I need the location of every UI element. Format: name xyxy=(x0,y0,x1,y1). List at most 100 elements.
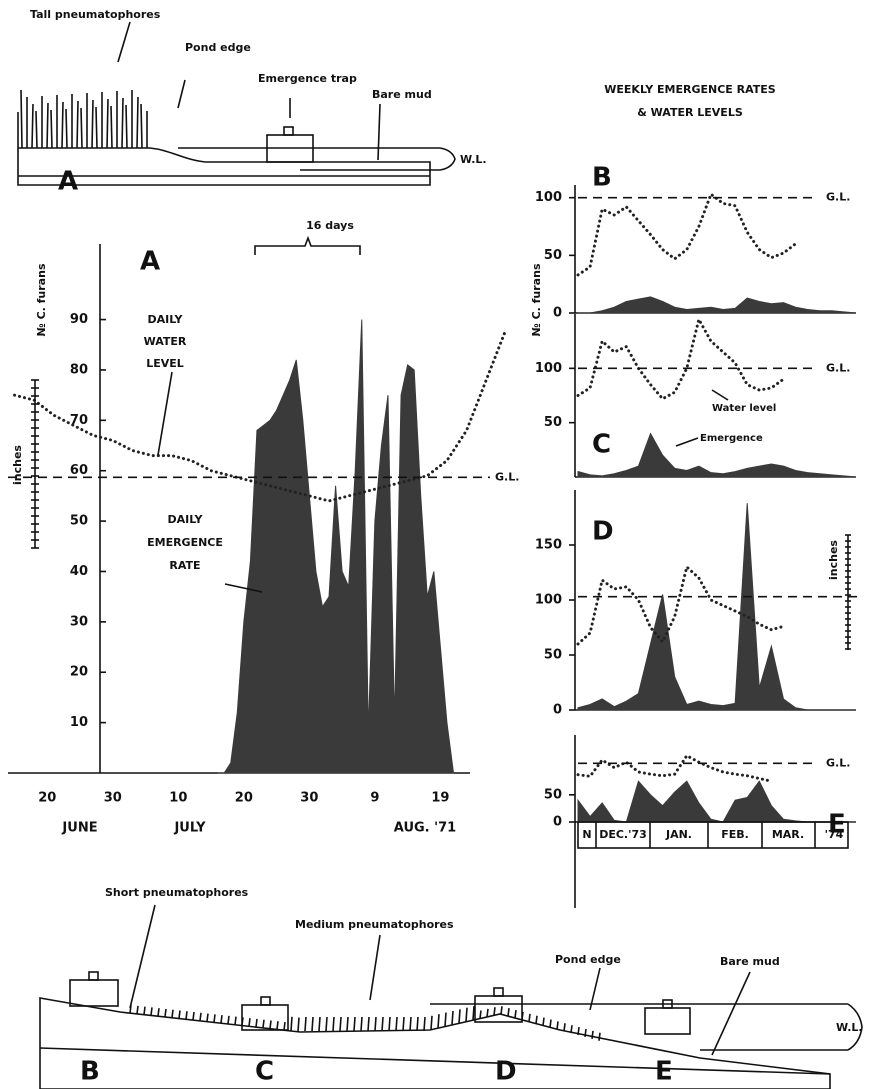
pneumatophore xyxy=(185,1011,188,1020)
month-label: DEC.'73 xyxy=(599,828,647,841)
x-tick-label: 19 xyxy=(431,791,449,806)
y2-label: inches xyxy=(827,540,840,580)
pneumatophore xyxy=(402,1016,405,1032)
pneumatophore xyxy=(234,1016,237,1025)
pneumatophore xyxy=(409,1016,412,1032)
panel-letter: D xyxy=(592,517,614,547)
y-tick-label: 90 xyxy=(70,312,88,327)
pneumatophore xyxy=(591,1030,594,1039)
heading: & WATER LEVELS xyxy=(637,106,743,119)
label: Emergence trap xyxy=(258,72,357,85)
y-tick-label: 50 xyxy=(70,514,88,529)
label: Tall pneumatophores xyxy=(30,8,161,21)
pneumatophore xyxy=(283,1021,286,1031)
y-tick-label: 10 xyxy=(70,715,88,730)
y-tick-label: 30 xyxy=(70,614,88,629)
pneumatophore xyxy=(598,1032,601,1041)
pneumatophore xyxy=(318,1016,321,1032)
pneumatophore xyxy=(535,1015,538,1024)
pneumatophore xyxy=(31,103,34,149)
pneumatophore xyxy=(255,1018,258,1028)
pneumatophore xyxy=(290,1016,293,1031)
pneumatophore xyxy=(297,1017,300,1032)
label: W.L. xyxy=(460,153,487,166)
series-label: DAILY WATER LEVEL xyxy=(144,313,187,370)
x-tick-label: 30 xyxy=(300,791,318,806)
water-level-line xyxy=(576,191,798,277)
ground-level-label: G.L. xyxy=(826,756,850,769)
y-tick-label: 20 xyxy=(70,665,88,680)
pneumatophore xyxy=(157,1008,160,1017)
pneumatophore xyxy=(143,1006,146,1015)
pneumatophore xyxy=(486,1008,489,1017)
y-tick-label: 40 xyxy=(70,564,88,579)
pneumatophore xyxy=(80,107,83,149)
trap-top xyxy=(493,987,504,997)
water-level xyxy=(178,147,456,171)
month-label: JAN. xyxy=(665,828,692,841)
pneumatophore xyxy=(437,1014,440,1029)
pneumatophore xyxy=(493,1007,496,1016)
panel-letter: B xyxy=(80,1057,100,1087)
panel-letter: C xyxy=(255,1057,274,1087)
y-tick-label: 50 xyxy=(544,787,562,802)
ground-level-label: G.L. xyxy=(495,470,519,483)
series-label: DAILY EMERGENCE RATE xyxy=(147,513,223,572)
pneumatophore xyxy=(140,103,143,149)
month-label: AUG. '71 xyxy=(394,821,456,836)
water-level-line xyxy=(576,315,785,401)
x-tick-label: 9 xyxy=(370,791,379,806)
pneumatophore xyxy=(556,1021,559,1030)
leader xyxy=(224,583,263,593)
month-label: N xyxy=(582,828,591,841)
y-tick-label: 50 xyxy=(544,248,562,263)
pneumatophore xyxy=(150,1007,153,1016)
y-tick-label: 100 xyxy=(535,593,562,608)
pneumatophore xyxy=(549,1019,552,1028)
label: Medium pneumatophores xyxy=(295,918,454,931)
y-tick-label: 80 xyxy=(70,362,88,377)
pneumatophore xyxy=(136,1005,139,1014)
pneumatophore xyxy=(367,1016,370,1032)
leaders xyxy=(117,21,381,161)
emergence-area xyxy=(577,780,856,823)
month-label: JULY xyxy=(173,821,206,836)
pneumatophore xyxy=(381,1016,384,1032)
pneumatophore xyxy=(178,1010,181,1019)
panel-letter: D xyxy=(495,1057,517,1087)
month-label: JUNE xyxy=(61,821,97,836)
panel-letter: A xyxy=(58,167,78,197)
pneumatophore xyxy=(199,1012,202,1021)
pneumatophore xyxy=(353,1016,356,1032)
label: Short pneumatophores xyxy=(105,886,249,899)
x-tick-label: 30 xyxy=(104,791,122,806)
ground xyxy=(17,112,431,186)
y-label: № C. furans xyxy=(35,263,48,336)
brace xyxy=(254,235,361,255)
y-tick-label: 60 xyxy=(70,463,88,478)
pneumatophore xyxy=(164,1008,167,1018)
pneumatophore xyxy=(374,1016,377,1032)
label: Pond edge xyxy=(185,41,251,54)
x-tick-label: 10 xyxy=(169,791,187,806)
pneumatophores xyxy=(129,1005,601,1041)
series-label: Emergence xyxy=(700,433,763,444)
pneumatophore xyxy=(542,1017,545,1026)
pneumatophore xyxy=(479,1010,482,1019)
pneumatophore xyxy=(110,105,113,149)
pneumatophore xyxy=(50,109,53,149)
annotation: 16 days xyxy=(306,219,354,232)
pneumatophore xyxy=(346,1016,349,1032)
month-strip xyxy=(577,821,849,849)
pneumatophore xyxy=(269,1020,272,1029)
heading: WEEKLY EMERGENCE RATES xyxy=(604,83,776,96)
pneumatophore xyxy=(563,1023,566,1032)
pneumatophore xyxy=(514,1009,517,1019)
leader xyxy=(675,437,699,447)
x-tick-label: 20 xyxy=(235,791,253,806)
bottom-diagram: Short pneumatophores Medium pneumatophor… xyxy=(39,886,863,1089)
pneumatophores xyxy=(20,89,148,149)
y-tick-label: 150 xyxy=(535,538,562,553)
label: Pond edge xyxy=(555,953,621,966)
